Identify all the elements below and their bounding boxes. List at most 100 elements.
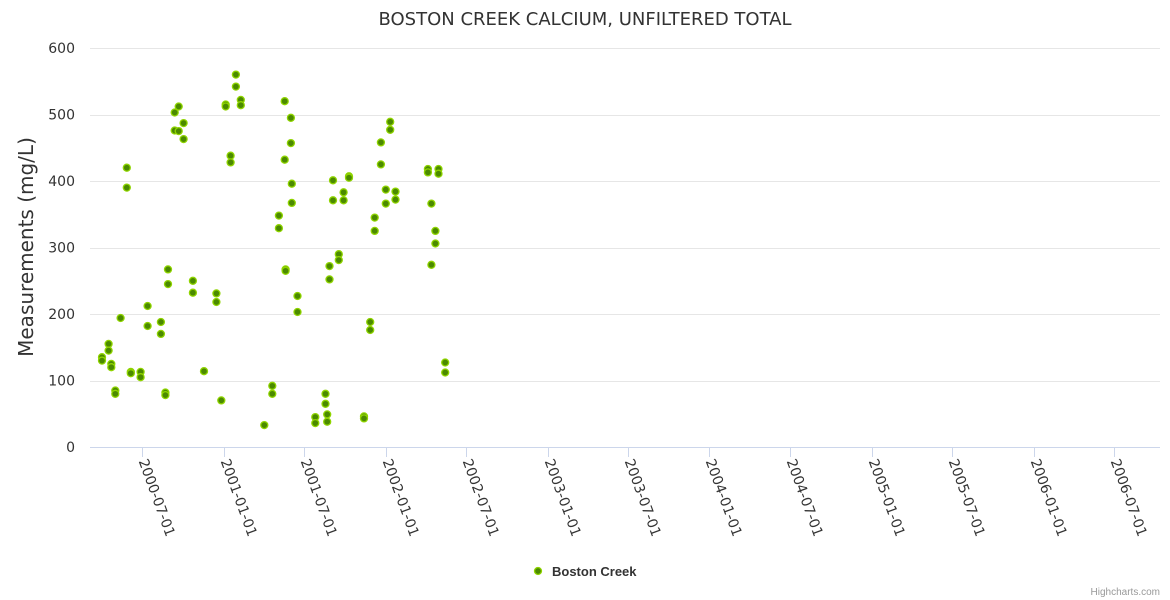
data-point[interactable] <box>427 260 436 269</box>
data-point[interactable] <box>260 420 269 430</box>
data-point[interactable] <box>381 185 390 194</box>
data-point[interactable] <box>122 183 131 192</box>
data-point[interactable] <box>281 266 290 275</box>
data-point[interactable] <box>179 134 188 144</box>
data-point[interactable] <box>381 199 390 208</box>
data-point[interactable] <box>268 381 277 390</box>
x-tick-label: 2001-07-01 <box>297 457 340 539</box>
data-point[interactable] <box>163 279 173 289</box>
data-point[interactable] <box>376 160 386 169</box>
data-point[interactable] <box>434 169 443 178</box>
data-point[interactable] <box>286 138 296 148</box>
data-point[interactable] <box>325 275 334 284</box>
data-point[interactable] <box>391 187 400 196</box>
data-point[interactable] <box>325 261 334 271</box>
data-point[interactable] <box>321 399 330 408</box>
data-point[interactable] <box>107 363 116 372</box>
series-boston-creek <box>97 70 450 430</box>
data-point[interactable] <box>286 113 296 122</box>
data-point[interactable] <box>328 196 338 205</box>
data-point[interactable] <box>212 289 221 298</box>
data-point[interactable] <box>231 70 241 79</box>
chart-title: BOSTON CREEK CALCIUM, UNFILTERED TOTAL <box>378 9 791 30</box>
data-point[interactable] <box>339 196 348 205</box>
data-point[interactable] <box>136 373 145 382</box>
data-point[interactable] <box>287 198 296 208</box>
data-point[interactable] <box>188 288 198 297</box>
data-point[interactable] <box>366 325 375 335</box>
data-point[interactable] <box>156 329 166 339</box>
data-point[interactable] <box>236 101 245 110</box>
data-point[interactable] <box>280 97 289 106</box>
data-point[interactable] <box>268 389 277 398</box>
legend[interactable]: Boston Creek <box>533 564 638 579</box>
data-point[interactable] <box>431 226 440 236</box>
data-point[interactable] <box>334 255 343 265</box>
data-point[interactable] <box>366 317 375 327</box>
legend-marker <box>533 566 543 576</box>
data-point[interactable] <box>376 138 386 147</box>
data-point[interactable] <box>161 390 170 400</box>
data-point[interactable] <box>116 313 125 323</box>
data-point[interactable] <box>441 358 450 367</box>
y-tick-label: 300 <box>48 241 75 257</box>
data-point[interactable] <box>391 195 400 204</box>
data-point[interactable] <box>231 82 241 91</box>
data-point[interactable] <box>386 125 395 134</box>
y-tick-label: 600 <box>48 41 75 57</box>
data-point[interactable] <box>217 396 226 405</box>
gridlines <box>90 48 1160 382</box>
data-point[interactable] <box>174 102 183 111</box>
y-tick-label: 500 <box>48 108 75 124</box>
x-tick-label: 2005-01-01 <box>865 457 908 539</box>
data-point[interactable] <box>122 163 131 172</box>
data-point[interactable] <box>274 211 284 220</box>
data-point[interactable] <box>344 173 354 182</box>
x-tick-label: 2001-01-01 <box>217 457 260 539</box>
data-point[interactable] <box>179 118 188 128</box>
x-tick-label: 2006-01-01 <box>1027 457 1070 539</box>
credits-link[interactable]: Highcharts.com <box>1091 587 1160 598</box>
x-tick-label: 2006-07-01 <box>1107 457 1150 539</box>
data-point[interactable] <box>386 117 395 126</box>
legend-item-boston-creek[interactable]: Boston Creek <box>552 564 637 579</box>
data-point[interactable] <box>111 389 120 398</box>
data-point[interactable] <box>104 339 113 349</box>
data-point[interactable] <box>339 188 348 197</box>
data-point[interactable] <box>441 368 450 377</box>
data-point[interactable] <box>199 367 209 376</box>
data-point[interactable] <box>104 346 113 355</box>
data-point[interactable] <box>287 179 296 188</box>
data-point[interactable] <box>359 414 369 423</box>
data-point[interactable] <box>370 226 379 236</box>
data-point[interactable] <box>156 317 166 327</box>
data-point[interactable] <box>126 369 135 378</box>
data-point[interactable] <box>321 389 330 398</box>
data-point[interactable] <box>323 410 332 419</box>
data-point[interactable] <box>170 108 179 117</box>
data-point[interactable] <box>226 158 235 167</box>
data-point[interactable] <box>143 321 152 331</box>
data-point[interactable] <box>188 276 198 285</box>
data-point[interactable] <box>97 356 107 365</box>
x-tick-label: 2003-01-01 <box>541 457 584 539</box>
data-point[interactable] <box>212 297 221 307</box>
data-point[interactable] <box>323 417 332 426</box>
data-point[interactable] <box>370 213 379 222</box>
data-point[interactable] <box>293 307 302 317</box>
data-point[interactable] <box>163 265 173 274</box>
data-point[interactable] <box>311 418 320 428</box>
data-point[interactable] <box>226 151 235 160</box>
data-point[interactable] <box>274 224 284 233</box>
data-point[interactable] <box>427 199 436 208</box>
data-point[interactable] <box>423 168 433 177</box>
data-point[interactable] <box>293 291 302 301</box>
data-point[interactable] <box>280 155 289 164</box>
data-point[interactable] <box>221 102 230 111</box>
data-point[interactable] <box>431 239 440 248</box>
data-point[interactable] <box>174 126 183 136</box>
y-tick-label: 400 <box>48 174 75 190</box>
data-point[interactable] <box>328 176 338 185</box>
data-point[interactable] <box>143 301 152 311</box>
